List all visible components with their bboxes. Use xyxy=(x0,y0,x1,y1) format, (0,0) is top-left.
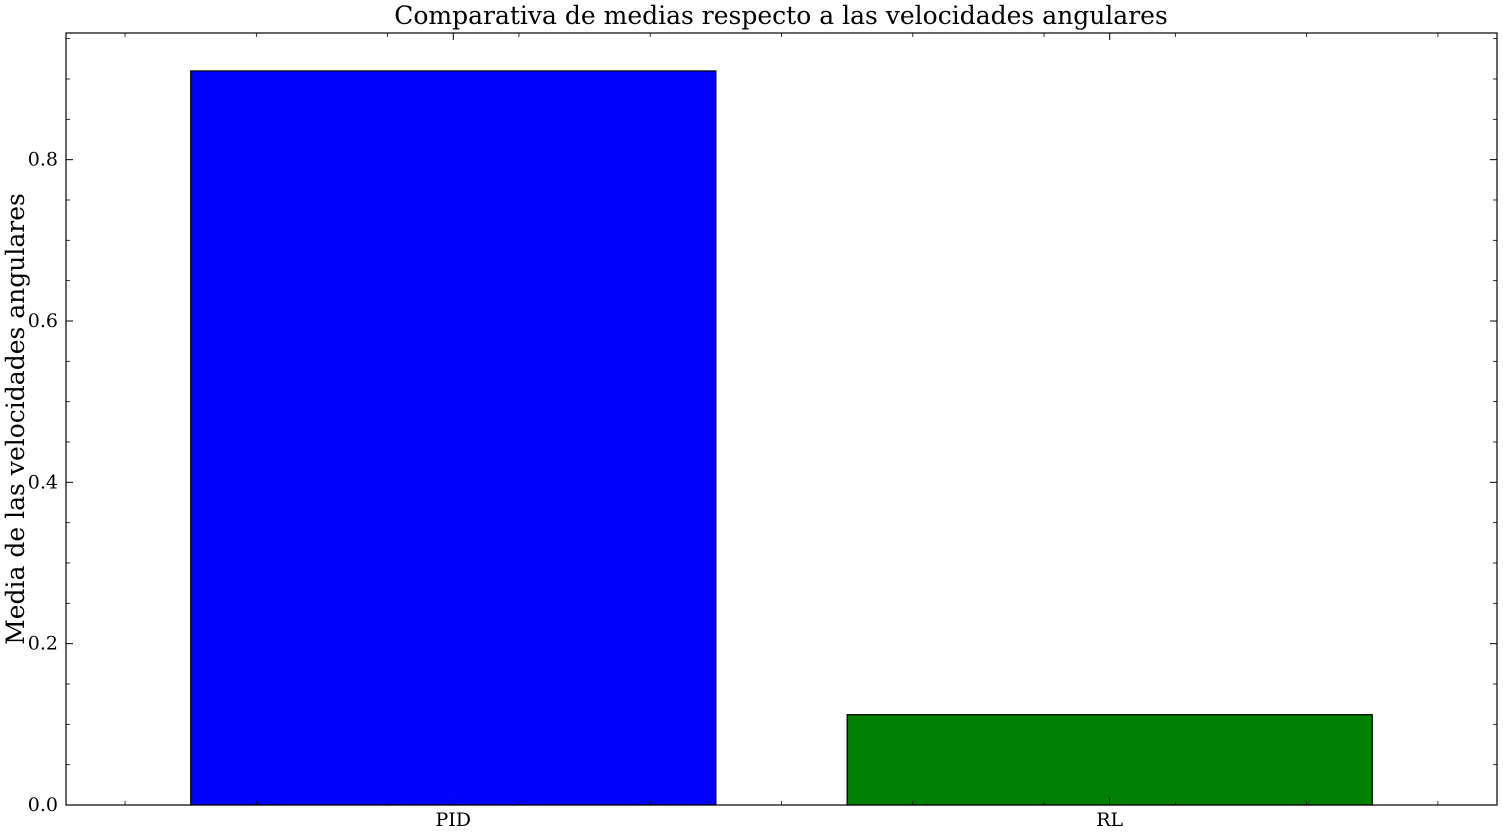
y-tick-label: 0.4 xyxy=(28,471,58,493)
y-tick-label: 0.0 xyxy=(28,794,58,816)
bar-rl xyxy=(846,714,1373,806)
x-tick-label-rl: RL xyxy=(1096,809,1123,831)
y-tick-label: 0.8 xyxy=(28,149,58,171)
ticks-layer: PID RL 0.0 0.2 0.4 0.6 0.8 xyxy=(28,33,1497,831)
bar-pid xyxy=(190,70,717,806)
x-tick-label-pid: PID xyxy=(436,809,472,831)
y-axis-label: Media de las velocidades angulares xyxy=(1,193,30,645)
plot-frame xyxy=(65,32,1498,806)
y-tick-label: 0.6 xyxy=(28,310,58,332)
y-tick-label: 0.2 xyxy=(28,633,58,655)
bars-layer xyxy=(190,70,1373,806)
chart-title: Comparativa de medias respecto a las vel… xyxy=(394,1,1168,30)
